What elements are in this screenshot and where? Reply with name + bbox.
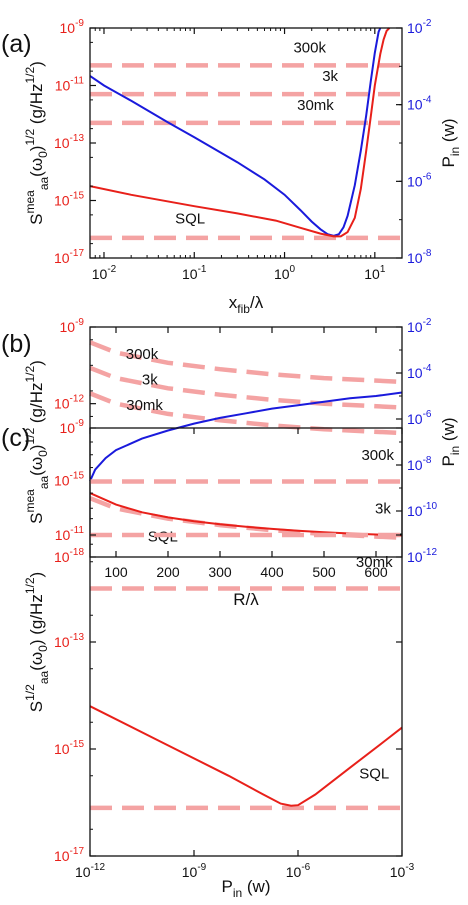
panel-label: (a)	[1, 30, 32, 58]
y-tick-label: 10-11	[55, 525, 85, 543]
x-tick-label: 500	[312, 564, 336, 580]
x-tick-label: 10-1	[182, 264, 207, 282]
dashed-line-3k	[89, 365, 403, 410]
chart-panel-3: (c) 300k 3k 30mk SQL 10-12 10-9 10-6 10-3 10-17 10…	[1, 418, 415, 900]
y-tick-label: 10-15	[54, 470, 84, 488]
dashed-line-30mk	[89, 391, 403, 436]
x-axis-label: xfib/λ	[229, 293, 264, 316]
x-tick-label: 10-3	[390, 862, 415, 880]
y2-tick-label: 10-10	[407, 501, 437, 519]
series-label-30mk: 30mk	[297, 97, 334, 114]
plot-frame	[89, 427, 403, 857]
series-label-SQL: SQL	[175, 211, 205, 228]
series-label-30mk: 30mk	[126, 397, 163, 414]
y-tick-label: 10-13	[54, 133, 84, 151]
y2-tick-label: 10-6	[407, 171, 432, 189]
x-tick-label: 400	[260, 564, 284, 580]
y2-tick-label: 10-4	[407, 95, 432, 113]
y2-axis-label: Pin (w)	[439, 118, 462, 167]
x-tick-label: 10-6	[286, 862, 311, 880]
y-axis-label: Smeaaa(ω0)1/2 (g/Hz1/2)	[23, 61, 51, 225]
red-curve	[89, 27, 391, 238]
panel-label: (c)	[1, 424, 30, 452]
chart-panel-1: (a) 300k 3k 30mk SQL 10-2 10-1 100 101 10-17 10-15…	[1, 18, 462, 316]
dashed-line-300k	[89, 340, 403, 385]
dashed-line-SQL	[89, 496, 403, 541]
x-tick-label: 600	[364, 564, 388, 580]
y-tick-label: 10-11	[55, 76, 85, 94]
y-tick-label: 10-15	[54, 191, 84, 209]
blue-curve	[89, 391, 403, 482]
panel-label: (b)	[1, 330, 32, 358]
y-tick-label: 10-9	[60, 317, 85, 335]
series-label-30mk: 30mk	[356, 554, 393, 571]
y2-tick-label: 10-2	[407, 317, 432, 335]
y-tick-label: 10-15	[54, 739, 84, 757]
y-tick-label: 10-17	[54, 846, 84, 864]
y2-tick-label: 10-4	[407, 363, 432, 381]
y-tick-label: 10-17	[54, 248, 84, 266]
x-tick-label: 101	[364, 264, 386, 282]
red-curve	[89, 705, 403, 807]
series-label-300k: 300k	[361, 447, 394, 464]
y2-tick-label: 10-8	[407, 455, 432, 473]
x-axis-label: Pin (w)	[221, 877, 270, 900]
x-tick-label: 200	[156, 564, 180, 580]
x-tick-label: 10-12	[75, 862, 105, 880]
y-tick-label: 10-9	[60, 18, 85, 36]
series-label-SQL: SQL	[359, 765, 389, 782]
series-label-3k: 3k	[375, 501, 391, 518]
y2-tick-label: 10-8	[407, 248, 432, 266]
y-tick-label: 10-13	[54, 632, 84, 650]
y-axis-label: S1/2aa(ω0) (g/Hz1/2)	[23, 572, 51, 712]
series-label-3k: 3k	[322, 68, 338, 85]
x-tick-label: 10-2	[92, 264, 117, 282]
y2-tick-label: 10-2	[407, 18, 432, 36]
series-label-300k: 300k	[293, 39, 326, 56]
series-label-300k: 300k	[126, 346, 159, 363]
y2-axis-label: Pin (w)	[439, 417, 462, 466]
y-tick-label: 10-9	[60, 418, 85, 436]
y-tick-label: 10-12	[54, 394, 84, 412]
y-tick-label: 10-18	[54, 547, 84, 565]
y2-tick-label: 10-12	[407, 547, 437, 565]
x-tick-label: 100	[104, 564, 128, 580]
blue-curve	[89, 27, 382, 237]
y2-tick-label: 10-6	[407, 409, 432, 427]
x-axis-label: R/λ	[233, 590, 259, 609]
plot-frame	[89, 27, 403, 259]
series-label-3k: 3k	[142, 372, 158, 389]
y-axis-label: Smeaaa(ω0)1/2 (g/Hz1/2)	[23, 360, 51, 524]
x-tick-label: 100	[274, 264, 296, 282]
x-tick-label: 300	[208, 564, 232, 580]
x-tick-label: 10-9	[182, 862, 207, 880]
